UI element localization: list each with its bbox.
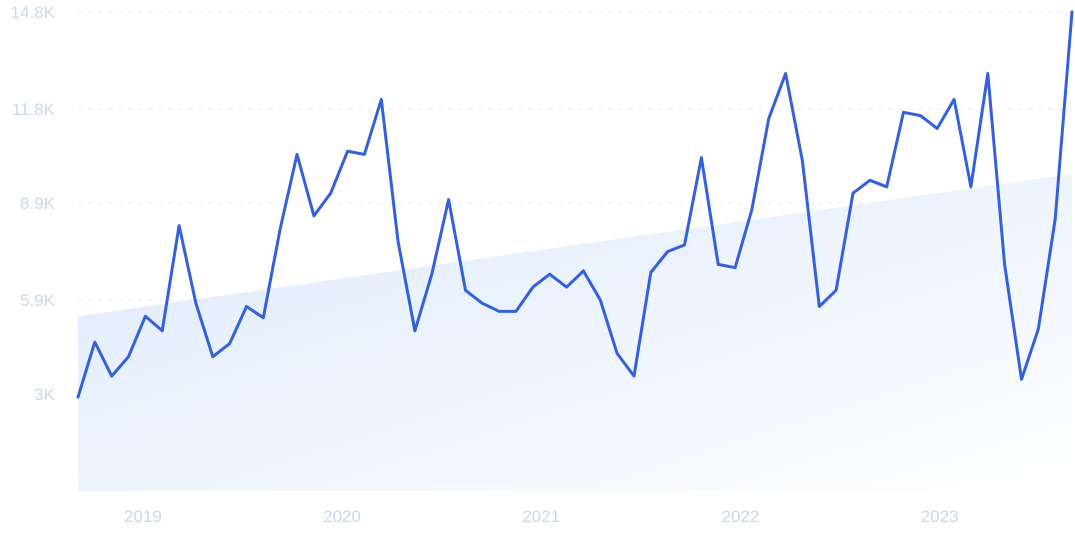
trend-area xyxy=(78,173,1072,491)
data-point xyxy=(262,316,265,319)
data-point xyxy=(1020,378,1023,381)
data-point xyxy=(329,192,332,195)
data-point xyxy=(481,302,484,305)
data-point xyxy=(818,305,821,308)
data-point xyxy=(616,352,619,355)
data-point xyxy=(885,185,888,188)
y-tick-label: 11.8K xyxy=(12,100,56,119)
data-point xyxy=(279,227,282,230)
series-line xyxy=(76,10,1074,399)
data-point xyxy=(953,98,956,101)
data-point xyxy=(969,185,972,188)
data-point xyxy=(1071,11,1074,14)
data-point xyxy=(211,355,214,358)
data-point xyxy=(734,266,737,269)
data-point xyxy=(498,310,501,313)
x-tick-label: 2022 xyxy=(722,507,760,526)
data-point xyxy=(1037,328,1040,331)
data-point xyxy=(110,375,113,378)
data-point xyxy=(868,179,871,182)
data-point xyxy=(986,72,989,75)
trend-band xyxy=(78,173,1072,491)
data-point xyxy=(1054,218,1057,221)
y-axis-ticks: 3K 5.9K 8.9K 11.8K 14.8K xyxy=(11,3,56,404)
y-tick-label: 5.9K xyxy=(20,291,56,310)
data-point xyxy=(413,329,416,332)
data-point xyxy=(430,273,433,276)
data-point xyxy=(582,269,585,272)
data-point xyxy=(228,342,231,345)
data-point xyxy=(666,250,669,253)
data-point xyxy=(178,224,181,227)
data-point xyxy=(447,198,450,201)
data-point xyxy=(835,289,838,292)
data-point xyxy=(161,329,164,332)
data-point xyxy=(346,150,349,153)
x-tick-label: 2019 xyxy=(124,507,162,526)
data-point xyxy=(548,273,551,276)
data-point xyxy=(700,156,703,159)
data-point xyxy=(144,315,147,318)
y-tick-label: 14.8K xyxy=(11,3,56,22)
data-point xyxy=(784,72,787,75)
data-point xyxy=(1003,263,1006,266)
data-point xyxy=(767,117,770,120)
data-point xyxy=(296,153,299,156)
series-line-layer xyxy=(76,10,1074,399)
data-point xyxy=(77,396,80,399)
data-point xyxy=(127,355,130,358)
data-point xyxy=(397,240,400,243)
data-point xyxy=(312,214,315,217)
data-point xyxy=(683,244,686,247)
x-tick-label: 2020 xyxy=(323,507,361,526)
data-point xyxy=(717,263,720,266)
data-point xyxy=(936,127,939,130)
data-point xyxy=(194,302,197,305)
data-point xyxy=(245,305,248,308)
data-point xyxy=(632,375,635,378)
data-point xyxy=(902,111,905,114)
data-point xyxy=(599,299,602,302)
data-point xyxy=(515,310,518,313)
y-tick-label: 3K xyxy=(34,385,55,404)
data-point xyxy=(750,208,753,211)
y-tick-label: 8.9K xyxy=(20,194,56,213)
data-point xyxy=(565,286,568,289)
data-point xyxy=(464,289,467,292)
data-point xyxy=(851,192,854,195)
data-point xyxy=(380,98,383,101)
data-point xyxy=(919,114,922,117)
data-point xyxy=(93,341,96,344)
data-point xyxy=(649,271,652,274)
x-tick-label: 2023 xyxy=(921,507,959,526)
x-tick-label: 2021 xyxy=(522,507,560,526)
data-point xyxy=(801,159,804,162)
data-point xyxy=(363,153,366,156)
data-point xyxy=(531,286,534,289)
x-axis-ticks: 2019 2020 2021 2022 2023 xyxy=(124,507,959,526)
